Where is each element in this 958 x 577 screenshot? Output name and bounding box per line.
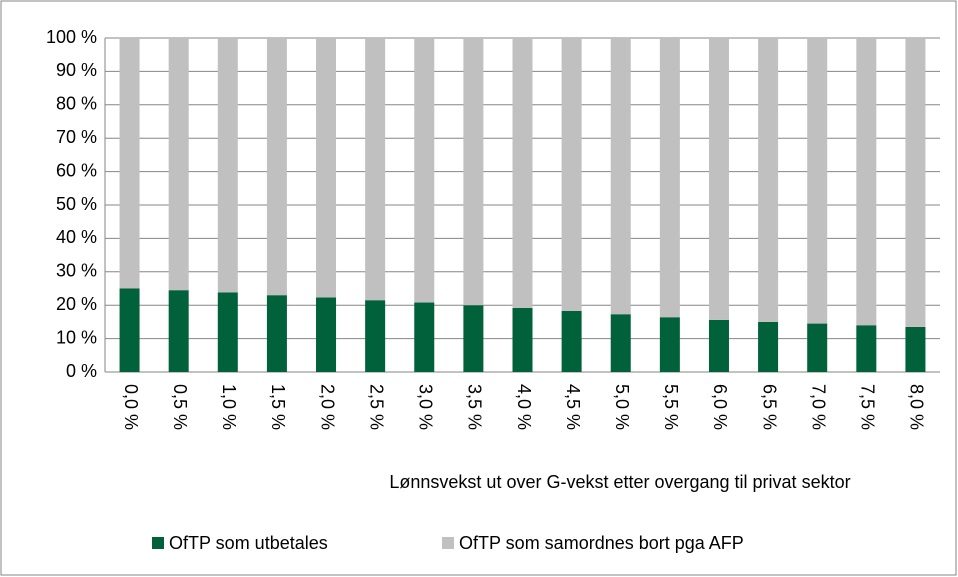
x-tick-label: 6,5 % [759,384,779,430]
y-tick-label: 90 % [56,60,97,80]
bar-segment [512,307,533,372]
x-tick-label: 0,5 % [170,384,190,430]
bar-segment [266,38,287,296]
y-tick-label: 70 % [56,127,97,147]
x-tick-label: 4,5 % [563,384,583,430]
bar-segment [758,38,779,322]
x-tick-label: 6,0 % [710,384,730,430]
bar-segment [708,38,729,320]
bar-segment [119,288,140,372]
x-tick-label: 5,5 % [661,384,681,430]
bar-segment [266,295,287,372]
legend-swatch [152,537,164,549]
x-tick-label: 7,0 % [808,384,828,430]
bar-segment [856,325,877,372]
bar-segment [659,317,680,372]
bar-segment [316,38,337,298]
y-tick-label: 10 % [56,327,97,347]
x-tick-label: 4,0 % [514,384,534,430]
bar-segment [217,292,238,372]
bar-segment [807,323,828,372]
bar-segment [119,38,140,289]
y-tick-label: 30 % [56,261,97,281]
bar-segment [414,302,435,372]
bar-segment [905,38,926,327]
y-tick-label: 80 % [56,94,97,114]
bar-segment [708,319,729,372]
bar-segment [316,297,337,372]
bar-segment [217,38,238,293]
bar-segment [610,38,631,315]
bar-segment [512,38,533,308]
x-tick-label: 7,5 % [858,384,878,430]
bar-segment [856,38,877,326]
bar-segment [561,310,582,372]
bar-segment [463,305,484,372]
bar-segment [807,38,828,324]
bar-segment [905,326,926,372]
bar-segment [414,38,435,303]
y-tick-label: 40 % [56,227,97,247]
bar-segment [463,38,484,306]
legend-label: OfTP som samordnes bort pga AFP [459,533,744,553]
bar-segment [168,38,189,291]
bar-segment [610,314,631,372]
x-tick-label: 5,0 % [612,384,632,430]
y-tick-label: 0 % [66,361,97,381]
bar-segment [365,38,386,301]
legend-label: OfTP som utbetales [169,533,328,553]
x-tick-label: 3,0 % [416,384,436,430]
y-tick-label: 20 % [56,294,97,314]
bar-segment [659,38,680,318]
x-tick-label: 8,0 % [907,384,927,430]
x-axis-title: Lønnsvekst ut over G-vekst etter overgan… [389,472,850,492]
bar-segment [365,300,386,372]
y-tick-label: 50 % [56,194,97,214]
x-tick-label: 0,0 % [121,384,141,430]
legend-swatch [442,537,454,549]
bar-segment [561,38,582,311]
x-tick-label: 1,5 % [268,384,288,430]
x-tick-label: 1,0 % [219,384,239,430]
x-tick-label: 2,5 % [366,384,386,430]
y-tick-label: 100 % [46,27,97,47]
bar-segment [168,290,189,372]
x-tick-label: 2,0 % [317,384,337,430]
y-tick-label: 60 % [56,160,97,180]
bar-segment [758,321,779,372]
x-tick-label: 3,5 % [465,384,485,430]
